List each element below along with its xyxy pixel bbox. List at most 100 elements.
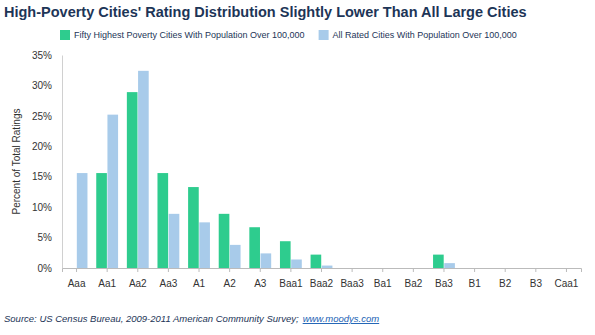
bar [249,227,260,268]
x-tick-mark [566,268,567,272]
bar [525,268,536,269]
bar [107,115,118,268]
y-tick: 5% [38,232,62,243]
bar [261,253,272,268]
bar [494,268,505,269]
legend-label: Fifty Highest Poverty Cities With Popula… [74,30,305,40]
legend: Fifty Highest Poverty Cities With Popula… [60,30,517,40]
bar [475,268,486,269]
x-tick-mark [505,268,506,272]
x-tick-label: Aa1 [98,278,116,289]
x-tick-label: A2 [224,278,237,289]
bar [505,268,516,269]
y-axis-title: Percent of Total Ratings [11,109,22,215]
x-tick-label: Baa3 [340,278,364,289]
x-tick-mark [321,268,322,272]
bar [66,268,77,269]
bar [536,268,547,269]
bar [414,268,425,269]
x-tick: A1 [193,268,206,289]
x-tick: Aa3 [160,268,178,289]
legend-swatch [60,30,70,40]
bar [77,173,88,268]
x-tick: A2 [224,268,237,289]
x-tick: B2 [499,268,512,289]
x-tick-mark [76,268,77,272]
x-tick-mark [535,268,536,272]
source-link: www.moodys.com [303,313,380,324]
x-tick: B1 [468,268,481,289]
bar [169,214,180,268]
x-tick: Aa1 [98,268,116,289]
x-axis: Aaa Aa1 Aa2 Aa3 A1 A2 A3 Baa1 Baa2 Baa3 Ba1 Ba2 Ba3 B… [63,268,582,289]
x-tick-mark [352,268,353,272]
x-tick-mark [137,268,138,272]
bar [230,245,241,268]
y-axis: 0% 5% 10% 15% 20% 25% 30% 35% [32,50,63,274]
x-tick-mark [474,268,475,272]
bar-series [77,71,455,268]
x-tick-label: Baa1 [279,278,303,289]
bar [402,268,413,269]
x-tick-label: A3 [254,278,267,289]
x-tick-mark [290,268,291,272]
bar [138,71,149,268]
bar [157,173,168,268]
y-tick: 25% [32,111,62,122]
x-tick-label: Ba2 [404,278,422,289]
bar [433,255,444,268]
y-tick-label: 15% [32,171,52,182]
bar [199,222,210,268]
bar [311,255,322,268]
legend-item: Fifty Highest Poverty Cities With Popula… [60,30,305,40]
x-tick-mark [413,268,414,272]
chart: High-Poverty Cities' Rating Distribution… [0,0,595,335]
x-tick-label: Aa3 [160,278,178,289]
x-tick-mark [382,268,383,272]
y-axis-line [62,56,63,269]
x-tick-label: B2 [499,278,512,289]
y-tick: 15% [32,171,62,182]
bar [341,268,352,269]
y-tick: 30% [32,80,62,91]
x-tick: B3 [530,268,543,289]
bars [77,71,455,268]
x-tick-mark [443,268,444,272]
x-tick-mark [229,268,230,272]
x-tick-label: Ba3 [435,278,453,289]
y-tick: 35% [32,50,62,61]
legend-swatch [319,30,329,40]
bar [322,266,333,268]
bar [352,268,363,269]
legend-item: All Rated Cities With Population Over 10… [319,30,517,40]
title: High-Poverty Cities' Rating Distribution… [4,4,527,20]
y-tick-label: 25% [32,111,52,122]
bar [188,187,199,268]
x-tick-mark [168,268,169,272]
x-tick-label: B3 [530,278,543,289]
x-tick-label: Aa2 [129,278,147,289]
legend-label: All Rated Cities With Population Over 10… [333,30,517,40]
x-tick: Ba1 [374,268,392,289]
x-tick: Aa2 [129,268,147,289]
x-tick-label: Baa2 [310,278,334,289]
y-tick-label: 35% [32,50,52,61]
y-tick-label: 20% [32,141,52,152]
x-tick: Ba2 [404,268,422,289]
y-tick-label: 5% [38,232,53,243]
x-tick: Ba3 [435,268,453,289]
y-tick: 0% [38,263,62,274]
x-tick-mark [260,268,261,272]
x-tick-label: Ba1 [374,278,392,289]
x-tick: Baa3 [340,268,364,289]
x-tick-mark [199,268,200,272]
source: Source: US Census Bureau, 2009-2011 Amer… [4,313,299,324]
x-axis-line [63,269,582,273]
bar [280,241,291,268]
x-tick: Aaa [68,268,86,289]
x-tick-label: Caa1 [555,278,579,289]
bar [291,259,302,268]
y-tick: 10% [32,202,62,213]
x-tick-label: B1 [468,278,481,289]
y-tick-label: 0% [38,263,53,274]
